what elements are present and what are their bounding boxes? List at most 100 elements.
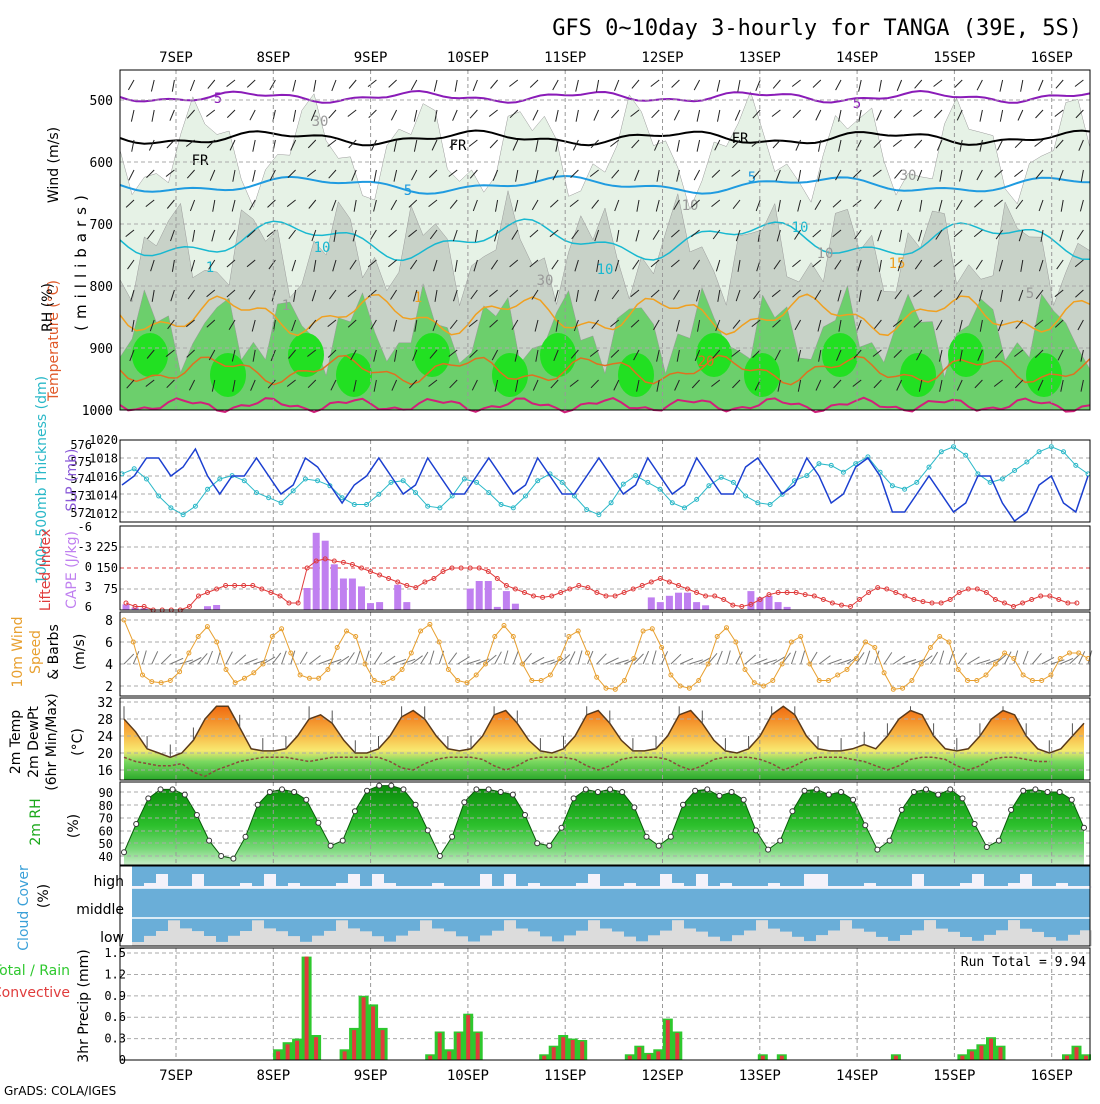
precip-convective-bar [960, 1055, 965, 1060]
cloud-low-bar [540, 936, 552, 946]
wind-barb [373, 349, 377, 362]
wind-barb [185, 319, 195, 328]
wind-barb [1000, 289, 1004, 302]
wind-barb-10m [726, 650, 731, 665]
wind-barb [373, 169, 377, 182]
slp-line [121, 447, 1089, 523]
lifted-index-point [349, 562, 355, 567]
wind-speed-point [696, 678, 702, 683]
wind-barb-10m [744, 654, 757, 665]
wind-barb [292, 79, 297, 92]
wind-barb [429, 349, 438, 359]
wind-barb [636, 199, 640, 212]
wind-barb [712, 349, 721, 359]
cloud-high-bar [828, 886, 840, 888]
cloud-high-bar [612, 886, 624, 888]
bottom-date-label: 12SEP [641, 1068, 683, 1084]
precip-convective-bar [646, 1054, 651, 1060]
rh-tick-label: 70 [99, 812, 113, 826]
rh-point [619, 789, 626, 795]
thickness-point [400, 478, 406, 484]
wind-barb-10m [1022, 650, 1029, 665]
wind-barb [593, 109, 600, 121]
cloud-low-bar [948, 931, 960, 946]
wind-barb [127, 79, 135, 91]
wind-barb-10m [568, 651, 576, 665]
wind-barb [717, 289, 721, 302]
wind-speed-point [158, 680, 164, 686]
cloud-low-bar [792, 936, 804, 946]
cloud-low-bar [900, 935, 912, 946]
wind-barb [293, 289, 297, 302]
wind-barb-10m [512, 650, 519, 665]
wind-speed-point [436, 639, 442, 645]
wind-barb [449, 139, 458, 149]
wind-speed-point [853, 656, 859, 661]
wind-barb-10m [967, 656, 980, 665]
top-date-axis: 7SEP 8SEP 9SEP 10SEP 11SEP 12SEP 13SEP 14SEP 15S… [159, 50, 1073, 66]
lifted-index-point [748, 601, 754, 607]
wind-barb [185, 139, 195, 147]
cloud-low-bar [1080, 930, 1092, 946]
wind-barb [555, 139, 559, 152]
wind-barb [979, 109, 983, 122]
rh-point [436, 853, 443, 859]
wind-barb-10m [1050, 659, 1065, 665]
thickness-point [963, 452, 969, 458]
wind-barb [594, 289, 600, 302]
wind-barb [313, 259, 317, 272]
rh-point [995, 837, 1002, 844]
wind-barb [575, 79, 579, 92]
wind-barb [874, 319, 882, 329]
wind-barb [532, 109, 539, 121]
wind-speed-point [399, 667, 405, 672]
rh-point [740, 796, 747, 803]
wind-barb [874, 199, 882, 210]
wind-barb [311, 229, 317, 242]
wind-barb-10m [1069, 654, 1080, 665]
wind-speed-point [946, 639, 952, 645]
chart-title: GFS 0~10day 3-hourly for TANGA (39E, 5S) [552, 16, 1082, 41]
wind-barb [131, 319, 135, 332]
cloud-high-bar [1044, 886, 1056, 888]
rh-point [874, 846, 881, 853]
lifted-index-point [1011, 604, 1016, 609]
rh-tick-label: 40 [99, 850, 113, 864]
rh-shade-bright [900, 353, 936, 397]
wind-barb [555, 109, 559, 122]
wind-barb [596, 259, 600, 272]
wind-speed-point [649, 626, 655, 632]
wind-speed-point [918, 661, 924, 667]
precip-convective-bar [352, 1030, 357, 1060]
wind-barb [896, 79, 903, 91]
wind-barb [350, 349, 357, 361]
lifted-index-point [205, 590, 210, 595]
cape-bar [321, 540, 329, 610]
wind-speed-point [177, 669, 183, 675]
precip-convective-bar [561, 1037, 566, 1060]
thickness-tick-label: 573 [70, 489, 92, 503]
rh-point [145, 795, 152, 802]
wind-barb [473, 259, 478, 272]
cloud-high-bar [492, 886, 504, 888]
wind-barb [170, 229, 175, 242]
cloud-low-bar [624, 936, 636, 946]
wind-barb [774, 349, 781, 361]
wind-barb [432, 319, 438, 332]
li-tick-label: 3 [85, 580, 92, 594]
wind-barb [672, 289, 680, 300]
wind-barb [367, 259, 377, 268]
wind-speed-point [464, 680, 470, 686]
cloud-high-bar [768, 883, 780, 888]
wind-barb [529, 229, 539, 238]
bottom-date-label: 14SEP [836, 1068, 878, 1084]
wind-barb [291, 319, 297, 332]
wind-barb [412, 349, 418, 361]
wind-barb [818, 349, 822, 362]
rh-shade-bright [492, 353, 528, 397]
wind-speed-point [288, 650, 294, 656]
wind-barb [171, 79, 175, 92]
wind-barb [492, 169, 499, 181]
cloud-high-bar [624, 883, 636, 888]
precip-convective-bar [295, 1040, 300, 1060]
